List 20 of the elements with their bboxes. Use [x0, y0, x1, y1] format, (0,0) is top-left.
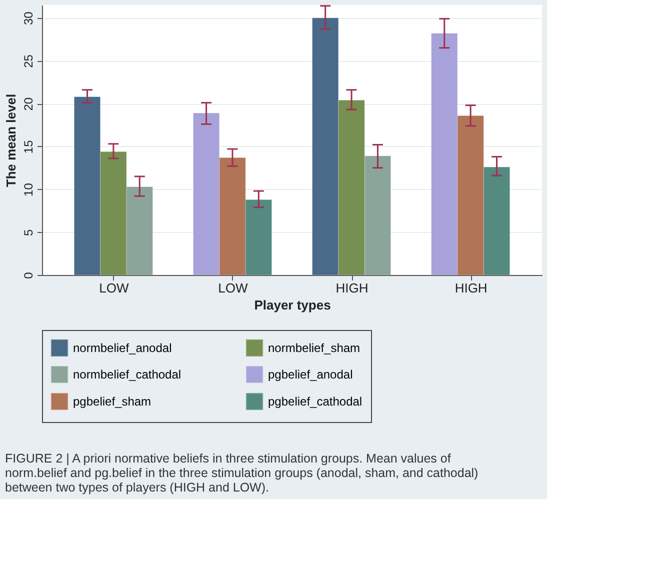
- x-axis-title: Player types: [254, 298, 331, 312]
- y-tick-label: 5: [22, 228, 36, 236]
- x-tick-label: LOW: [218, 280, 249, 296]
- caption: FIGURE 2 | A priori normative beliefs in three stimulation groups. Mean values of norm.belief and pg.belief in the three stimulation groups (anodal, sham, and cathodal) between two types of players (HIGH and LOW).: [5, 452, 478, 494]
- legend-label: normbelief_sham: [268, 340, 360, 355]
- legend-label: normbelief_cathodal: [73, 368, 182, 382]
- legend-label: pgbelief_sham: [73, 394, 152, 408]
- legend-label: normbelief_anodal: [73, 340, 172, 355]
- legend-label: pgbelief_anodal: [268, 368, 353, 382]
- y-tick-label: 10: [22, 182, 36, 196]
- y-tick-label: 25: [22, 54, 36, 68]
- y-tick-label: 20: [22, 97, 36, 111]
- y-tick-label: 0: [22, 272, 36, 279]
- x-tick-label: HIGH: [336, 280, 368, 296]
- x-tick-label: HIGH: [454, 280, 488, 296]
- y-tick-label: 15: [22, 140, 36, 154]
- y-axis-title: The mean level: [4, 94, 18, 188]
- legend-label: pgbelief_cathodal: [268, 394, 362, 408]
- y-tick-label: 30: [22, 11, 36, 26]
- x-tick-label: LOW: [99, 280, 130, 296]
